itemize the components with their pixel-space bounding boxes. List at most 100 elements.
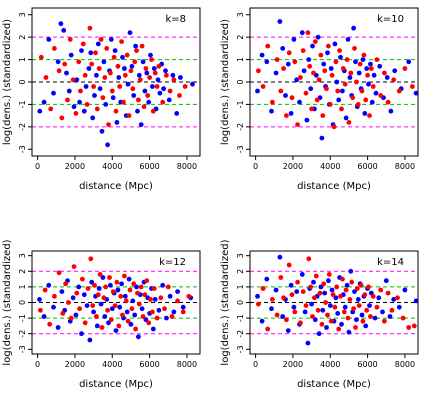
data-point (138, 284, 144, 290)
data-point (164, 72, 169, 78)
data-point (353, 325, 358, 330)
data-point (324, 86, 329, 92)
data-point (264, 276, 270, 282)
data-point (306, 256, 312, 262)
data-point (391, 77, 397, 83)
x-axis-label: distance (Mpc) (297, 379, 371, 390)
data-point (105, 307, 110, 313)
data-point (305, 340, 311, 346)
data-point (367, 113, 372, 118)
data-point (87, 337, 93, 343)
data-point (150, 309, 155, 315)
data-point (340, 88, 345, 94)
y-tick-label: 0 (18, 79, 27, 84)
panel-3: 0 2000 4000 6000 8000 -3 -2 -1 0 1 2 3 distance (Mpc… (2, 239, 201, 390)
data-point (382, 318, 387, 324)
data-point (71, 104, 77, 110)
y-tick-label: -1 (18, 314, 27, 322)
data-point (346, 329, 352, 335)
data-point (259, 318, 265, 324)
data-point (320, 307, 326, 313)
data-point (106, 122, 111, 127)
data-point (63, 281, 68, 287)
data-point (135, 108, 140, 114)
data-point (167, 88, 173, 94)
data-point (162, 306, 167, 312)
data-point (327, 102, 333, 107)
data-point (413, 90, 419, 96)
data-point (378, 93, 384, 98)
data-point (102, 75, 108, 80)
data-point (294, 77, 300, 83)
data-point (91, 309, 96, 315)
data-point (41, 314, 47, 319)
data-point (109, 88, 115, 94)
data-point (332, 41, 338, 47)
data-point (329, 72, 335, 78)
data-point (312, 39, 318, 44)
data-point (342, 81, 348, 87)
data-point (108, 70, 113, 76)
data-point (95, 41, 101, 47)
data-point (56, 270, 62, 276)
data-point (155, 77, 161, 83)
data-point (310, 43, 315, 49)
data-point (90, 303, 96, 308)
data-point (148, 52, 153, 58)
data-point (97, 86, 103, 92)
data-point (352, 289, 357, 294)
data-point (88, 50, 94, 56)
data-point (62, 61, 68, 67)
data-point (277, 254, 283, 260)
data-point (382, 70, 387, 76)
data-point (312, 317, 318, 323)
data-point (277, 19, 283, 24)
data-point (353, 59, 358, 65)
x-tick-label: 2000 (283, 360, 303, 369)
data-point (337, 48, 342, 53)
data-point (300, 48, 306, 53)
data-point (356, 303, 362, 308)
data-point (150, 108, 156, 114)
data-point (342, 304, 348, 310)
data-point (319, 135, 325, 141)
data-point (108, 37, 114, 42)
data-point (323, 300, 328, 305)
data-point (94, 323, 100, 329)
data-point (292, 59, 298, 65)
data-point (150, 84, 155, 89)
data-point (315, 307, 321, 313)
data-point (68, 315, 74, 321)
data-point (370, 84, 376, 89)
data-point (99, 325, 105, 330)
data-point (396, 88, 402, 94)
data-point (406, 59, 412, 65)
data-point (383, 278, 389, 284)
data-point (112, 303, 118, 308)
data-point (64, 70, 69, 76)
data-point (343, 287, 349, 293)
data-point (333, 295, 339, 301)
data-point (55, 59, 61, 65)
data-point (376, 295, 382, 301)
data-point (402, 66, 408, 71)
data-point (359, 88, 365, 94)
data-point (291, 37, 297, 42)
y-tick-label: -3 (18, 345, 27, 353)
x-tick-label: 6000 (139, 360, 159, 369)
data-point (131, 93, 137, 98)
data-point (374, 304, 380, 310)
data-point (134, 284, 139, 290)
data-point (308, 86, 314, 92)
data-point (65, 97, 70, 103)
data-point (269, 306, 274, 312)
data-point (160, 99, 166, 105)
x-tick-label: 2000 (65, 162, 85, 171)
data-point (366, 284, 371, 290)
data-point (256, 68, 261, 74)
data-point (357, 61, 363, 67)
data-point (351, 306, 356, 312)
data-point (336, 326, 342, 332)
data-point (349, 279, 355, 285)
data-point (123, 298, 129, 304)
